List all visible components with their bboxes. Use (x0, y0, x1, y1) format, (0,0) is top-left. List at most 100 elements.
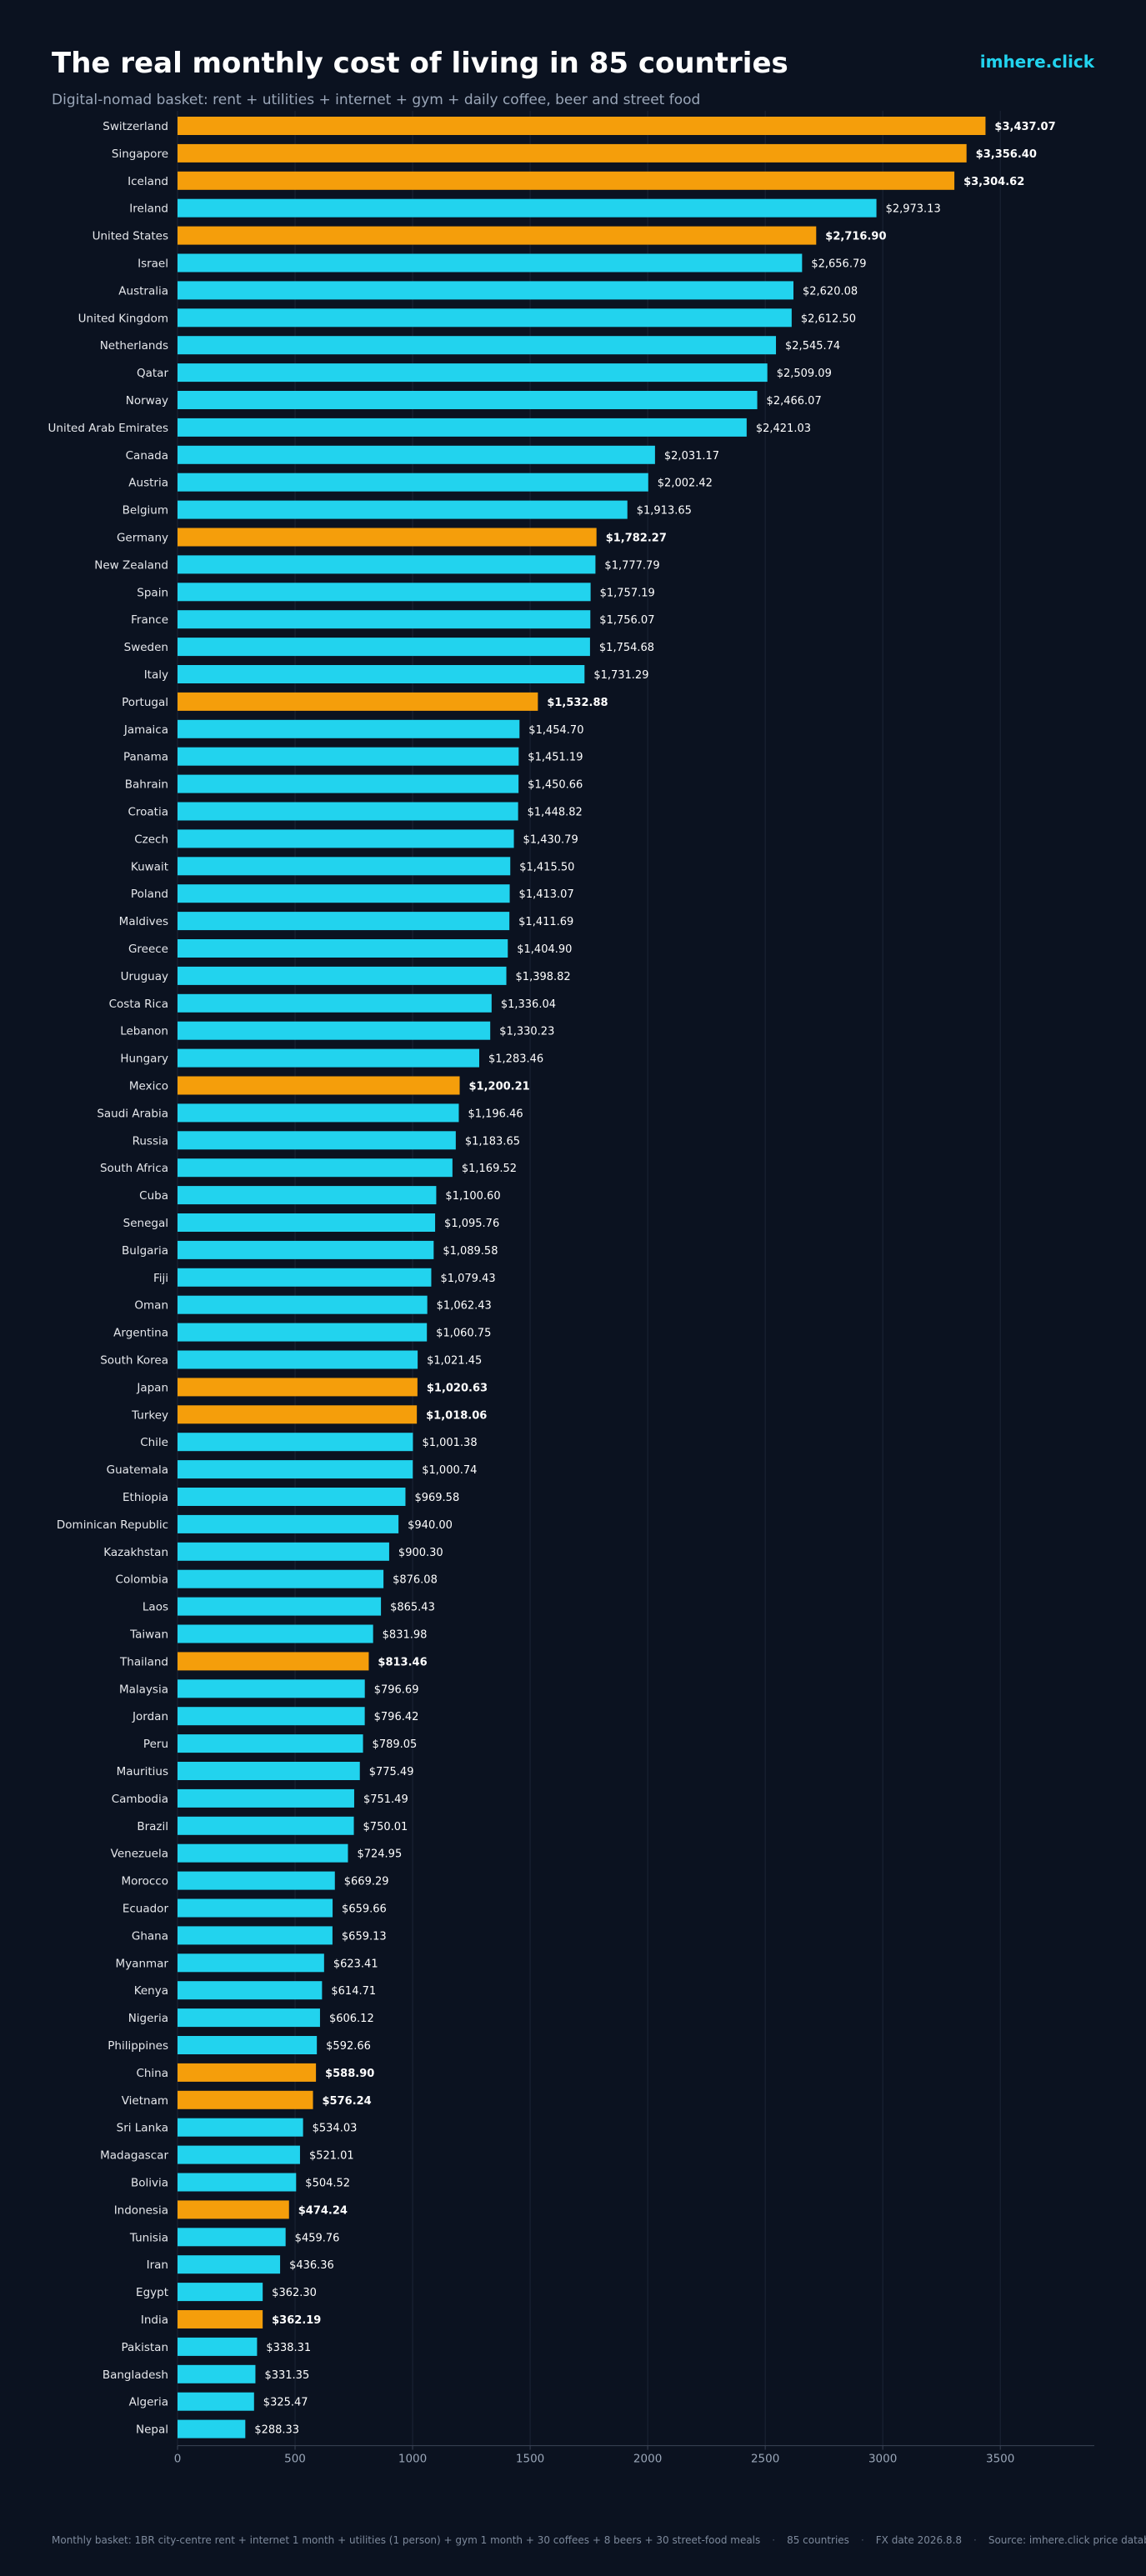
category-label: Egypt (136, 2286, 168, 2299)
bar-czech (178, 829, 514, 848)
category-label: Austria (128, 477, 168, 490)
category-label: United States (93, 230, 168, 243)
bar-madagascar (178, 2145, 300, 2164)
category-label: Madagascar (100, 2149, 168, 2163)
bar-poland (178, 884, 510, 903)
value-label: $459.76 (295, 2232, 340, 2244)
value-label: $436.36 (289, 2259, 334, 2272)
category-label: Bahrain (125, 778, 168, 792)
bar-myanmar (178, 1953, 324, 1973)
brand-link[interactable]: imhere.click (979, 52, 1094, 72)
bar-croatia (178, 802, 518, 821)
x-tick-label: 500 (284, 2453, 306, 2466)
value-label: $1,782.27 (606, 533, 667, 545)
value-label: $606.12 (329, 2013, 374, 2025)
value-label: $1,913.65 (637, 505, 692, 518)
category-label: Philippines (108, 2039, 168, 2053)
footer-source: Source: imhere.click price database (988, 2534, 1146, 2546)
category-label: Poland (131, 888, 168, 901)
value-label: $2,466.07 (767, 395, 822, 408)
footer-country-count: 85 countries (787, 2534, 849, 2546)
bar-ethiopia (178, 1488, 406, 1506)
bar-india (178, 2310, 263, 2328)
bar-malaysia (178, 1679, 365, 1698)
value-label: $1,062.43 (437, 1300, 492, 1313)
category-label: Malaysia (119, 1683, 168, 1696)
bar-kuwait (178, 857, 511, 876)
category-label: China (136, 2067, 168, 2080)
bar-mauritius (178, 1762, 360, 1780)
category-label: Hungary (120, 1053, 168, 1066)
value-label: $1,411.69 (518, 916, 573, 928)
category-label: Mauritius (117, 1765, 168, 1778)
bar-kazakhstan (178, 1542, 389, 1561)
category-label: Kuwait (131, 860, 168, 873)
value-label: $775.49 (369, 1766, 414, 1778)
value-label: $1,756.07 (599, 614, 654, 627)
value-label: $1,100.60 (445, 1190, 500, 1203)
x-tick-label: 2500 (751, 2453, 779, 2466)
category-label: Colombia (116, 1573, 168, 1587)
value-label: $614.71 (331, 1985, 376, 1998)
bar-bulgaria (178, 1240, 434, 1259)
category-label: Ireland (129, 203, 168, 216)
category-label: Thailand (119, 1655, 168, 1668)
value-label: $2,031.17 (664, 450, 719, 463)
bar-hungary (178, 1048, 480, 1068)
value-label: $796.69 (374, 1683, 419, 1696)
bar-iran (178, 2255, 281, 2274)
bar-norway (178, 391, 758, 409)
category-label: Morocco (121, 1875, 168, 1888)
bar-nepal (178, 2419, 246, 2438)
bar-greece (178, 939, 508, 958)
bar-tunisia (178, 2228, 286, 2247)
bar-sweden (178, 638, 590, 657)
category-label: Chile (140, 1436, 168, 1449)
category-label: South Africa (100, 1162, 168, 1175)
bar-dominican-republic (178, 1514, 399, 1533)
category-label: Lebanon (120, 1025, 168, 1038)
value-label: $2,716.90 (825, 231, 886, 243)
bar-iceland (178, 171, 955, 190)
value-label: $1,283.46 (488, 1053, 543, 1066)
value-label: $1,330.23 (499, 1026, 554, 1038)
value-label: $724.95 (357, 1848, 402, 1861)
category-label: Switzerland (103, 120, 168, 133)
value-label: $831.98 (383, 1629, 428, 1642)
bar-vietnam (178, 2090, 313, 2109)
category-label: Laos (143, 1601, 168, 1614)
bar-south-africa (178, 1158, 453, 1178)
category-label: Greece (128, 943, 168, 956)
bar-qatar (178, 363, 768, 383)
bar-bangladesh (178, 2364, 256, 2383)
bar-ecuador (178, 1898, 333, 1918)
category-label: Panama (123, 751, 168, 764)
category-label: Canada (126, 449, 168, 463)
category-label: Singapore (112, 148, 168, 161)
bar-australia (178, 281, 793, 300)
category-label: Netherlands (100, 339, 168, 353)
bar-ireland (178, 198, 877, 218)
x-tick-label: 1000 (398, 2453, 427, 2466)
value-label: $521.01 (309, 2150, 354, 2163)
category-label: Cuba (139, 1189, 168, 1203)
bar-thailand (178, 1652, 369, 1671)
bar-new-zealand (178, 555, 596, 574)
bar-maldives (178, 912, 510, 931)
bar-oman (178, 1295, 428, 1314)
category-label: Indonesia (114, 2203, 168, 2217)
value-label: $750.01 (363, 1821, 408, 1833)
value-label: $362.30 (272, 2287, 317, 2299)
category-label: Kenya (134, 1984, 168, 1998)
value-label: $1,398.82 (516, 971, 571, 983)
bar-united-kingdom (178, 308, 792, 328)
category-label: Croatia (128, 806, 168, 819)
bar-brazil (178, 1816, 354, 1835)
value-label: $1,089.58 (443, 1245, 498, 1258)
x-tick-label: 2000 (633, 2453, 662, 2466)
category-label: Maldives (119, 915, 168, 928)
category-label: India (141, 2313, 168, 2327)
category-label: Japan (136, 1381, 168, 1394)
value-label: $1,021.45 (427, 1355, 482, 1368)
